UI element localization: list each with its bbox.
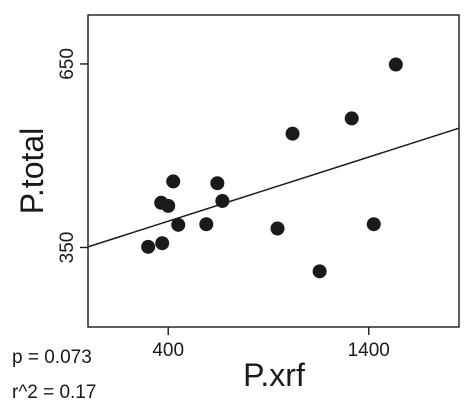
x-axis-label: P.xrf bbox=[243, 357, 305, 393]
y-tick-label: 350 bbox=[57, 232, 78, 264]
data-point bbox=[155, 236, 170, 251]
regression-line bbox=[87, 127, 460, 248]
trendline-layer bbox=[87, 127, 460, 248]
x-axis: 400 1400 bbox=[152, 327, 390, 361]
p-value-text: p = 0.073 bbox=[12, 347, 92, 368]
x-tick-label: 1400 bbox=[348, 340, 390, 361]
data-point bbox=[210, 176, 225, 191]
y-tick-label: 650 bbox=[57, 48, 78, 80]
r-squared-text: r^2 = 0.17 bbox=[12, 382, 97, 403]
data-point bbox=[312, 264, 327, 279]
data-point bbox=[166, 174, 181, 189]
data-point bbox=[270, 221, 285, 236]
data-point bbox=[215, 193, 230, 208]
plot-frame bbox=[87, 14, 460, 328]
x-tick-label: 400 bbox=[152, 340, 184, 361]
points-layer bbox=[141, 57, 403, 279]
data-point bbox=[388, 57, 403, 72]
y-axis: 350 650 bbox=[57, 48, 88, 263]
y-axis-label: P.total bbox=[14, 128, 50, 215]
data-point bbox=[161, 198, 176, 213]
data-point bbox=[366, 217, 381, 232]
data-point bbox=[285, 126, 300, 141]
data-point bbox=[171, 217, 186, 232]
data-point bbox=[344, 111, 359, 126]
data-point bbox=[141, 239, 156, 254]
data-point bbox=[199, 217, 214, 232]
